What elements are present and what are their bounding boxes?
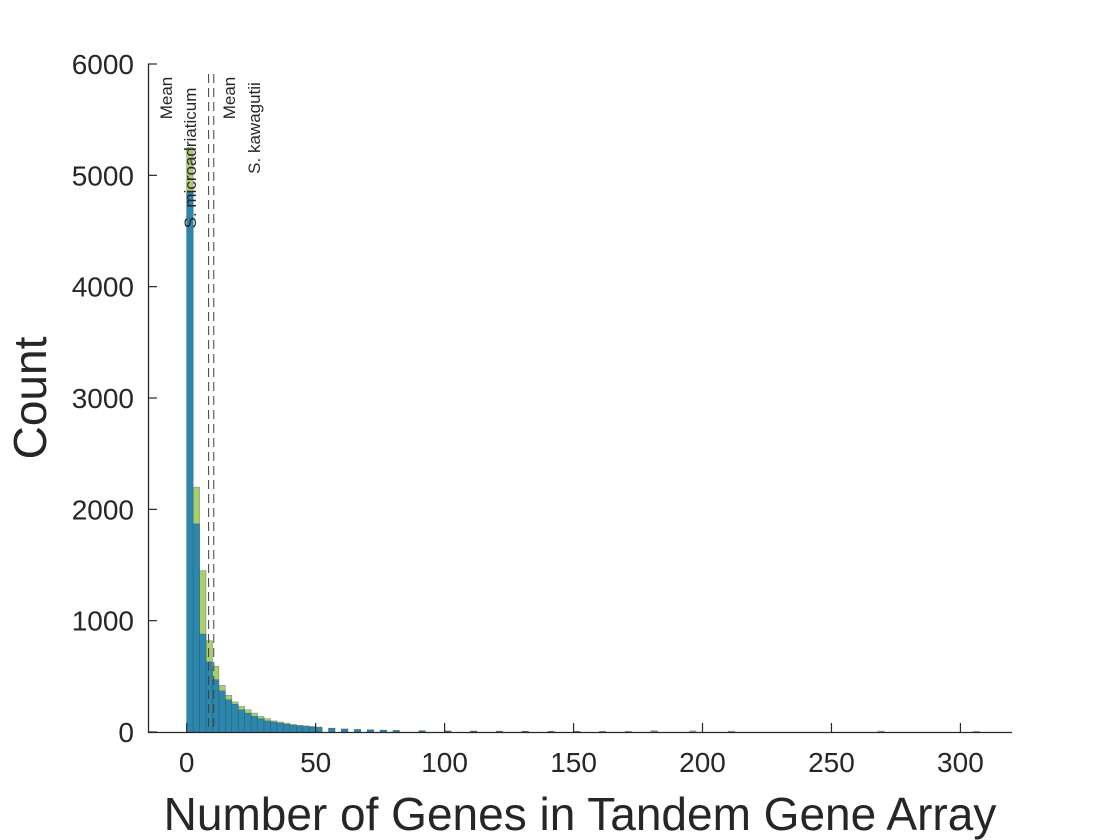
y-tick-label: 6000 bbox=[72, 49, 134, 80]
series-b-bars bbox=[186, 191, 658, 733]
x-tick-label: 300 bbox=[937, 747, 984, 778]
series-b-bar bbox=[270, 721, 278, 733]
series-b-bar bbox=[392, 730, 400, 733]
mean-annotation-label: Mean bbox=[220, 77, 239, 120]
series-b-bar bbox=[341, 728, 349, 733]
series-b-bar bbox=[257, 718, 265, 733]
series-a-bars bbox=[186, 147, 981, 733]
series-b-bar bbox=[315, 727, 323, 733]
y-tick-label: 5000 bbox=[72, 160, 134, 191]
mean-annotation-label: S. microadriaticum bbox=[181, 88, 200, 229]
series-b-bar bbox=[231, 703, 239, 733]
series-b-bar bbox=[366, 729, 374, 733]
mean-lines bbox=[208, 74, 215, 732]
y-tick-label: 3000 bbox=[72, 383, 134, 414]
y-axis-title: Count bbox=[4, 336, 56, 459]
series-b-bar bbox=[205, 661, 213, 733]
axes bbox=[147, 64, 1012, 734]
y-ticks: 0 1000 2000 3000 4000 5000 6000 bbox=[72, 49, 157, 748]
x-tick-label: 0 bbox=[179, 747, 195, 778]
series-b-bar bbox=[418, 730, 426, 733]
x-tick-label: 200 bbox=[679, 747, 726, 778]
y-tick-label: 0 bbox=[118, 717, 134, 748]
y-tick-label: 2000 bbox=[72, 494, 134, 525]
mean-annotations: Mean S. microadriaticum Mean S. kawagutii bbox=[157, 77, 264, 229]
y-tick-label: 1000 bbox=[72, 606, 134, 637]
series-b-bar bbox=[308, 726, 316, 733]
series-a-bar bbox=[689, 730, 697, 733]
mean-annotation-label: S. kawagutii bbox=[245, 82, 264, 174]
series-b-bar bbox=[250, 716, 258, 733]
x-tick-label: 50 bbox=[300, 747, 331, 778]
series-b-bar bbox=[225, 699, 233, 733]
series-b-bar bbox=[186, 191, 194, 733]
series-b-bar bbox=[328, 728, 336, 733]
series-b-bar bbox=[283, 723, 291, 733]
series-b-bar bbox=[302, 726, 310, 733]
series-b-bar bbox=[289, 725, 297, 733]
x-tick-label: 250 bbox=[808, 747, 855, 778]
series-b-bar bbox=[296, 725, 303, 733]
y-tick-label: 4000 bbox=[72, 272, 134, 303]
mean-annotation-label: Mean bbox=[157, 77, 176, 120]
series-b-bar bbox=[354, 729, 362, 733]
x-tick-label: 150 bbox=[550, 747, 597, 778]
series-b-bar bbox=[244, 712, 252, 733]
series-b-bar bbox=[263, 720, 271, 733]
x-tick-label: 100 bbox=[421, 747, 468, 778]
series-b-bar bbox=[379, 730, 387, 733]
x-axis-title: Number of Genes in Tandem Gene Array bbox=[164, 788, 997, 840]
series-b-bar bbox=[276, 722, 284, 733]
series-b-bar bbox=[199, 633, 207, 733]
x-ticks: 0 50 100 150 200 250 300 bbox=[179, 723, 984, 778]
series-b-bar bbox=[238, 709, 245, 733]
series-b-bar bbox=[218, 690, 226, 733]
series-b-bar bbox=[192, 523, 200, 733]
